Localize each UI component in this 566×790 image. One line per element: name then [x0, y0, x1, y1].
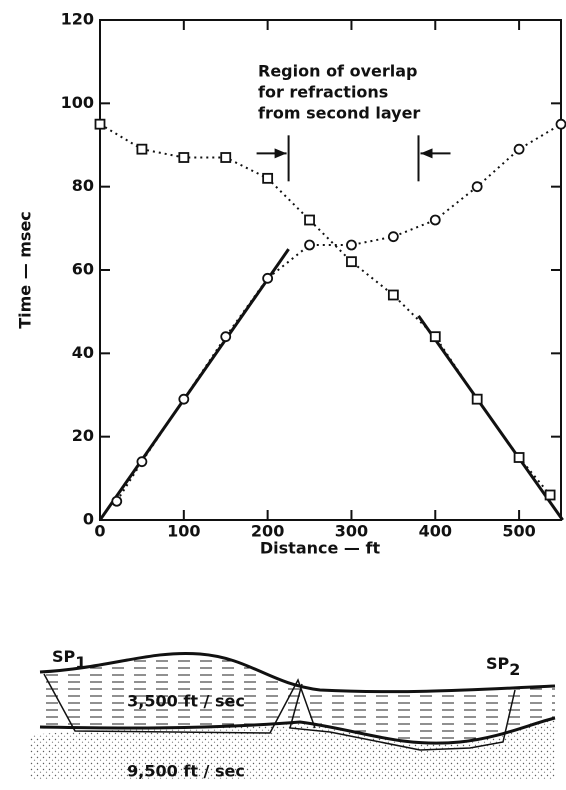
point — [513, 143, 525, 155]
point — [220, 331, 232, 343]
y-tick-label: 20 — [72, 426, 94, 445]
y-tick-label: 0 — [83, 510, 94, 529]
shot-point-text: SP — [52, 647, 76, 666]
annotation-line: for refractions — [258, 83, 388, 102]
point — [178, 152, 190, 163]
point — [111, 495, 123, 507]
point — [555, 118, 566, 130]
ground-surface — [39, 651, 556, 694]
x-tick-label: 500 — [502, 522, 535, 541]
interface — [39, 716, 556, 745]
x-tick-label: 0 — [94, 522, 105, 541]
point — [471, 181, 483, 193]
y-tick-label: 40 — [72, 343, 94, 362]
shot-point-subscript: 1 — [75, 653, 86, 672]
point — [387, 289, 399, 301]
cross-section — [30, 651, 556, 780]
connecting-line — [115, 123, 562, 502]
x-axis-label: Distance — ft — [260, 539, 381, 558]
shot-point-label: SP1 — [52, 647, 86, 672]
x-tick-label: 400 — [419, 522, 452, 541]
ray-path — [43, 673, 316, 734]
x-tick-label: 200 — [251, 522, 284, 541]
connecting-line — [99, 123, 551, 496]
y-tick-label: 120 — [61, 10, 94, 29]
point — [94, 118, 106, 130]
x-tick-label: 300 — [335, 522, 368, 541]
point — [304, 239, 315, 251]
point — [513, 452, 525, 463]
overlap-arrowhead — [274, 148, 287, 159]
point — [136, 143, 148, 155]
point — [262, 172, 274, 184]
fit-line — [417, 314, 564, 521]
point — [429, 331, 441, 343]
velocity-label: 9,500 ft / sec — [127, 762, 245, 781]
point — [178, 393, 190, 405]
point — [429, 214, 441, 226]
fit-line — [98, 248, 290, 521]
y-tick-label: 60 — [72, 260, 94, 279]
shot-point-subscript: 2 — [509, 660, 520, 679]
point — [471, 393, 483, 405]
y-axis-label: Time — msec — [16, 211, 35, 329]
point — [304, 214, 315, 226]
overlap-arrowhead — [420, 148, 433, 159]
point — [387, 231, 399, 243]
y-tick-label: 80 — [72, 176, 94, 195]
point — [262, 272, 274, 284]
annotation-line: from second layer — [258, 104, 420, 123]
velocity-label: 3,500 ft / sec — [127, 692, 245, 711]
ray-path — [289, 683, 516, 751]
x-tick-label: 100 — [167, 522, 200, 541]
shot-point-label: SP2 — [486, 654, 520, 679]
lower-layer — [30, 718, 555, 780]
point — [544, 489, 556, 501]
point — [346, 239, 357, 251]
shot-point-text: SP — [486, 654, 510, 673]
y-tick-label: 100 — [61, 93, 94, 112]
point — [346, 256, 357, 268]
point — [220, 152, 232, 163]
annotation-line: Region of overlap — [258, 62, 417, 81]
point — [136, 456, 148, 468]
